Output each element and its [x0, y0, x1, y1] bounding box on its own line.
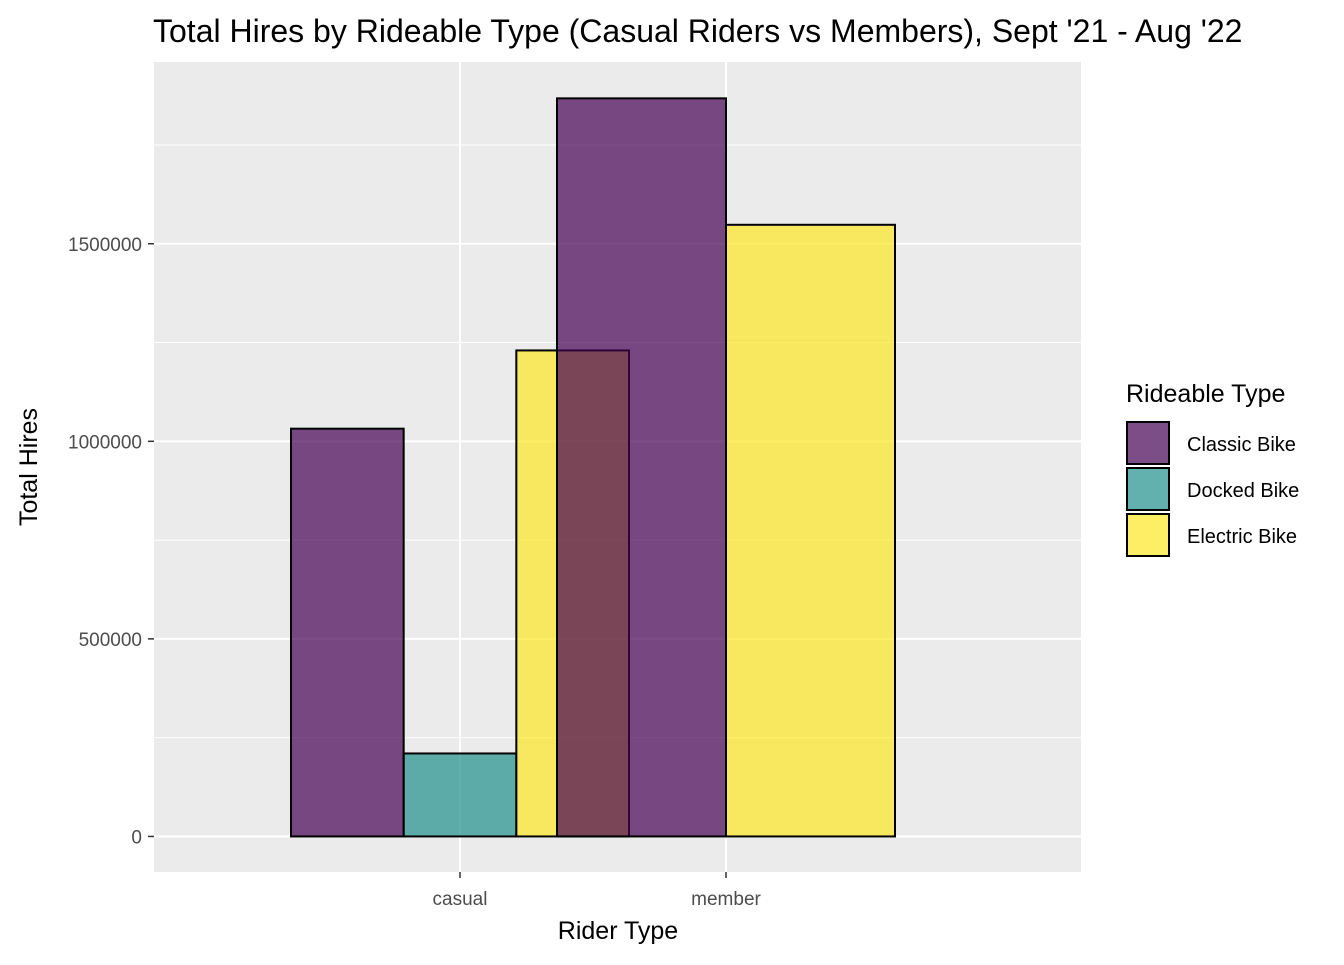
- legend-label: Classic Bike: [1187, 434, 1296, 456]
- bar-member-electric-bike: [725, 223, 896, 838]
- legend-label: Electric Bike: [1187, 526, 1297, 548]
- legend-key: [1126, 467, 1170, 511]
- legend-items: Classic Bike Docked Bike Electric Bike: [1126, 421, 1299, 557]
- y-tick-label: 1500000: [68, 235, 142, 256]
- legend-item: Classic Bike: [1126, 421, 1296, 465]
- y-tick-label: 500000: [79, 630, 142, 651]
- y-tick-label: 0: [131, 827, 142, 848]
- legend-item: Docked Bike: [1126, 467, 1299, 511]
- y-axis-title: Total Hires: [15, 408, 43, 526]
- legend-key: [1126, 513, 1170, 557]
- x-tick-label: member: [691, 889, 761, 910]
- legend-title: Rideable Type: [1126, 380, 1285, 408]
- x-tick-label: casual: [433, 889, 488, 910]
- bar-casual-docked-bike: [402, 752, 518, 838]
- legend-label: Docked Bike: [1187, 480, 1299, 502]
- bars: [290, 97, 896, 838]
- legend-item: Electric Bike: [1126, 513, 1297, 557]
- bar-member-classic-bike: [556, 97, 727, 838]
- chart-title: Total Hires by Rideable Type (Casual Rid…: [153, 13, 1242, 49]
- y-tick-label: 1000000: [68, 432, 142, 453]
- x-axis-title: Rider Type: [558, 917, 678, 945]
- legend-key: [1126, 421, 1170, 465]
- axes: 0 500000 1000000 1500000 casual member: [68, 235, 761, 910]
- legend: Rideable Type Classic Bike Docked Bike Ele…: [1126, 380, 1299, 557]
- bar-casual-classic-bike: [290, 427, 405, 838]
